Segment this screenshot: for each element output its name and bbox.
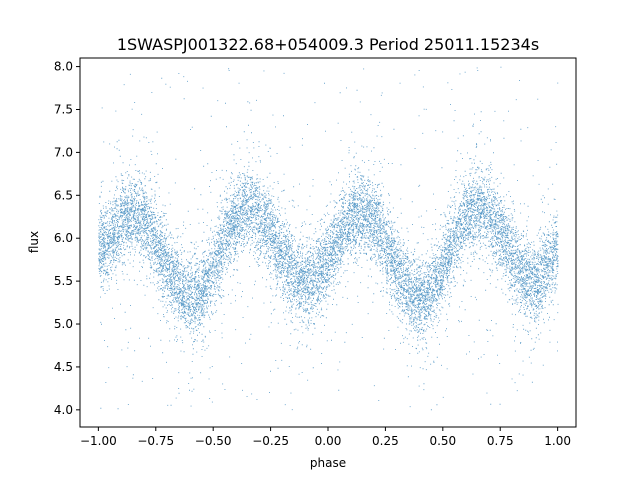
x-tick-label: −0.25: [252, 434, 289, 448]
y-tick-label: 8.0: [54, 60, 73, 74]
y-tick-label: 6.0: [54, 231, 73, 245]
y-tick-label: 4.5: [54, 360, 73, 374]
y-tick-label: 4.0: [54, 403, 73, 417]
x-tick-label: −1.00: [80, 434, 117, 448]
scatter-points: [98, 66, 559, 411]
x-tick-label: 0.00: [315, 434, 342, 448]
y-tick-label: 5.5: [54, 274, 73, 288]
chart-title: 1SWASPJ001322.68+054009.3 Period 25011.1…: [117, 35, 539, 54]
data-points: [98, 66, 559, 411]
y-tick-label: 5.0: [54, 317, 73, 331]
x-axis-label: phase: [310, 456, 346, 470]
x-tick-label: −0.50: [195, 434, 232, 448]
axes: −1.00 −0.75 −0.50 −0.25 0.00 0.25 0.50 0.75 1.00…: [54, 57, 577, 448]
y-tick-label: 6.5: [54, 188, 73, 202]
x-tick-label: −0.75: [137, 434, 174, 448]
x-tick-label: 0.25: [372, 434, 399, 448]
x-tick-label: 1.00: [544, 434, 571, 448]
y-tick-label: 7.0: [54, 145, 73, 159]
x-tick-label: 0.50: [429, 434, 456, 448]
y-axis-label: flux: [27, 231, 41, 253]
x-tick-label: 0.75: [487, 434, 514, 448]
y-tick-label: 7.5: [54, 102, 73, 116]
